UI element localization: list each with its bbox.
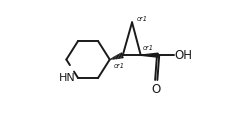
- Text: or1: or1: [137, 16, 148, 22]
- Text: OH: OH: [174, 49, 192, 62]
- Text: O: O: [152, 83, 161, 96]
- Text: or1: or1: [114, 63, 125, 69]
- Text: HN: HN: [59, 73, 75, 83]
- Polygon shape: [141, 53, 158, 57]
- Text: or1: or1: [142, 45, 153, 51]
